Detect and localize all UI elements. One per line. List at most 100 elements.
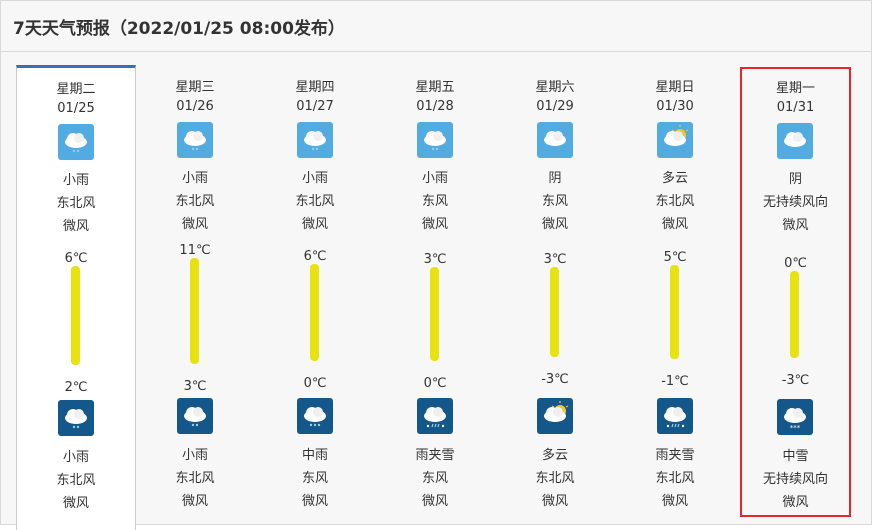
date: 01/31 <box>776 100 815 115</box>
low-temp: 2℃ <box>64 380 88 395</box>
day-wind-direction: 东风 <box>541 194 568 209</box>
day-weather: 小雨 <box>181 171 208 186</box>
day-weather: 阴 <box>548 171 562 186</box>
day-wind-force: 微风 <box>541 217 568 232</box>
partly-cloudy-icon <box>657 122 693 158</box>
day-wind-force: 微风 <box>181 217 208 232</box>
panel-title: 7天天气预报（2022/01/25 08:00发布） <box>1 1 871 52</box>
night-wind-force: 微风 <box>661 494 688 509</box>
weekday: 星期六 <box>535 80 575 95</box>
night-wind-direction: 东北风 <box>175 471 215 486</box>
night-wind-direction: 东风 <box>421 471 448 486</box>
day-wind-force: 微风 <box>782 218 809 233</box>
weekday: 星期五 <box>415 80 455 95</box>
moderate-rain-icon <box>297 398 333 434</box>
svg-text:***: *** <box>790 424 801 432</box>
day-wind-direction: 无持续风向 <box>762 195 828 210</box>
temp-range-bar <box>190 258 199 365</box>
night-wind-force: 微风 <box>181 494 208 509</box>
light-rain-icon <box>297 122 333 158</box>
weekday: 星期二 <box>56 82 96 97</box>
temp-range-bar <box>71 265 80 365</box>
high-temp: 6℃ <box>64 250 88 266</box>
sleet-icon <box>657 398 693 434</box>
high-temp: 6℃ <box>303 248 327 264</box>
day-weather: 小雨 <box>301 171 328 186</box>
date: 01/27 <box>296 99 334 114</box>
day-column[interactable]: 星期一 01/31 阴 无持续风向 微风 0℃ -3℃ *** 中雪 无持续风向… <box>740 67 851 517</box>
temp-range-bar <box>670 264 679 360</box>
day-wind-direction: 东风 <box>421 194 448 209</box>
low-temp: -3℃ <box>781 373 810 388</box>
partly-cloudy-icon <box>537 398 573 434</box>
moderate-snow-icon: *** <box>777 399 813 435</box>
high-temp: 3℃ <box>543 251 567 267</box>
day-weather: 多云 <box>661 171 688 186</box>
night-wind-direction: 东北风 <box>535 471 575 486</box>
night-wind-direction: 无持续风向 <box>762 472 828 487</box>
temp-range-bar <box>310 263 319 361</box>
night-wind-force: 微风 <box>421 494 448 509</box>
weekday: 星期一 <box>775 81 815 96</box>
day-wind-force: 微风 <box>301 217 328 232</box>
light-rain-icon <box>58 124 94 160</box>
night-weather: 中雪 <box>782 449 809 464</box>
high-temp: 3℃ <box>423 251 447 267</box>
weekday: 星期日 <box>655 80 695 95</box>
night-wind-direction: 东北风 <box>655 471 695 486</box>
light-rain-icon <box>177 122 213 158</box>
light-rain-icon <box>417 122 453 158</box>
day-wind-direction: 东北风 <box>295 194 335 209</box>
day-wind-direction: 东北风 <box>655 194 695 209</box>
night-wind-force: 微风 <box>782 495 809 510</box>
day-wind-force: 微风 <box>421 217 448 232</box>
day-column[interactable]: 星期日 01/30 多云 东北风 微风 5℃ -1℃ 雨夹雪 东北风 微风 <box>616 66 734 526</box>
weekday: 星期三 <box>175 80 215 95</box>
night-wind-force: 微风 <box>541 494 568 509</box>
overcast-icon <box>777 123 813 159</box>
low-temp: -1℃ <box>661 374 689 390</box>
night-wind-force: 微风 <box>62 496 89 511</box>
date: 01/26 <box>176 99 214 114</box>
day-weather: 阴 <box>788 172 802 187</box>
night-weather: 小雨 <box>181 448 208 463</box>
day-column[interactable]: 星期三 01/26 小雨 东北风 微风 11℃ 3℃ 小雨 东北风 微风 <box>136 66 254 526</box>
night-weather: 多云 <box>541 448 568 463</box>
day-weather: 小雨 <box>421 171 448 186</box>
low-temp: 3℃ <box>183 379 207 395</box>
overcast-icon <box>537 122 573 158</box>
day-column[interactable]: 星期四 01/27 小雨 东北风 微风 6℃ 0℃ 中雨 东风 微风 <box>256 66 374 526</box>
high-temp: 5℃ <box>663 249 687 265</box>
night-wind-force: 微风 <box>301 494 328 509</box>
low-temp: 0℃ <box>423 375 447 391</box>
day-column[interactable]: 星期二 01/25 小雨 东北风 微风 6℃ 2℃ 小雨 东北风 微风 <box>16 65 136 530</box>
temp-range-bar <box>550 266 559 357</box>
light-rain-icon <box>58 400 94 436</box>
day-wind-direction: 东北风 <box>175 194 215 209</box>
date: 01/30 <box>656 99 694 114</box>
night-weather: 中雨 <box>301 448 328 463</box>
night-wind-direction: 东风 <box>301 471 328 486</box>
night-wind-direction: 东北风 <box>56 473 96 488</box>
date: 01/25 <box>57 101 95 116</box>
low-temp: -3℃ <box>541 372 569 387</box>
night-weather: 雨夹雪 <box>655 448 695 463</box>
high-temp: 11℃ <box>179 243 211 258</box>
weekday: 星期四 <box>295 80 335 95</box>
light-rain-icon <box>177 398 213 434</box>
day-column[interactable]: 星期五 01/28 小雨 东风 微风 3℃ 0℃ 雨夹雪 东风 微风 <box>376 66 494 526</box>
night-weather: 小雨 <box>62 450 89 465</box>
day-wind-force: 微风 <box>661 217 688 232</box>
night-weather: 雨夹雪 <box>415 448 455 463</box>
day-wind-force: 微风 <box>62 219 89 234</box>
temp-range-bar <box>790 271 799 358</box>
day-wind-direction: 东北风 <box>56 196 96 211</box>
temp-range-bar <box>430 266 439 361</box>
day-column[interactable]: 星期六 01/29 阴 东风 微风 3℃ -3℃ 多云 东北风 微风 <box>496 66 614 526</box>
date: 01/29 <box>536 99 574 114</box>
high-temp: 0℃ <box>784 256 807 272</box>
low-temp: 0℃ <box>303 375 327 391</box>
day-weather: 小雨 <box>62 173 89 188</box>
date: 01/28 <box>416 99 454 114</box>
